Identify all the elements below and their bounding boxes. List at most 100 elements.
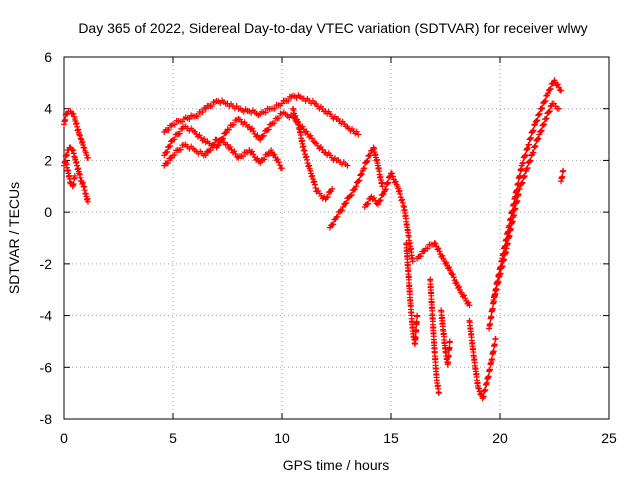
data-point [546, 108, 553, 115]
data-point [222, 130, 229, 137]
data-point [261, 156, 268, 163]
data-point [560, 167, 567, 174]
y-tick-label: -4 [40, 308, 53, 324]
data-point [535, 135, 542, 142]
data-point [524, 146, 531, 153]
data-point [308, 135, 315, 142]
data-point [522, 151, 529, 158]
data-point [368, 193, 375, 200]
data-point [555, 84, 562, 91]
data-point [530, 127, 537, 134]
chart-title: Day 365 of 2022, Sidereal Day-to-day VTE… [78, 20, 587, 36]
data-point [461, 292, 468, 299]
x-tick-label: 25 [601, 430, 617, 446]
data-point [555, 105, 562, 112]
data-point [450, 274, 457, 281]
data-point [524, 164, 531, 171]
data-point [355, 131, 362, 138]
data-point [352, 186, 359, 193]
y-tick-label: -6 [40, 359, 53, 375]
data-point [485, 373, 492, 380]
data-point [312, 184, 319, 191]
data-point [516, 185, 523, 192]
data-point [435, 245, 442, 252]
data-point [547, 85, 554, 92]
data-point [530, 149, 537, 156]
data-point [520, 159, 527, 166]
data-point [486, 366, 493, 373]
data-point [202, 152, 209, 159]
data-point [549, 80, 556, 87]
data-point [538, 127, 545, 134]
data-point [413, 318, 420, 325]
x-tick-label: 0 [60, 430, 68, 446]
x-tick-label: 20 [492, 430, 508, 446]
data-point [340, 203, 347, 210]
data-point [250, 128, 257, 135]
data-point [207, 147, 214, 154]
data-point [559, 173, 566, 180]
data-point [487, 320, 494, 327]
data-point [285, 97, 292, 104]
x-axis-title: GPS time / hours [283, 457, 390, 473]
plot-frame [63, 56, 610, 420]
data-point [290, 107, 297, 114]
data-point [71, 172, 78, 179]
data-point [257, 136, 264, 143]
data-point [531, 143, 538, 150]
data-point [70, 180, 77, 187]
data-point [279, 165, 285, 172]
data-point [532, 142, 539, 149]
data-point [344, 162, 351, 169]
data-point [542, 116, 549, 123]
data-point [527, 157, 534, 164]
data-point [62, 116, 69, 123]
data-point [271, 151, 278, 158]
data-point [311, 181, 318, 188]
data-point [529, 128, 536, 135]
data-point [201, 136, 208, 143]
data-point [542, 97, 549, 104]
data-point [512, 205, 519, 212]
data-point [360, 165, 367, 172]
data-point [260, 132, 267, 139]
data-point [413, 326, 420, 333]
data-point [311, 178, 318, 185]
data-point [251, 130, 258, 137]
data-point [396, 187, 403, 194]
data-point [385, 179, 392, 186]
data-point [164, 148, 171, 155]
y-tick-label: -2 [40, 256, 53, 272]
data-point [465, 299, 472, 306]
data-points [61, 77, 567, 402]
y-tick-label: 2 [44, 152, 52, 168]
data-point [171, 121, 178, 128]
data-point [353, 183, 360, 190]
data-point [358, 171, 365, 178]
data-point [417, 253, 424, 260]
data-point [492, 335, 499, 342]
data-point [546, 86, 553, 93]
data-point [225, 145, 232, 152]
data-point [388, 170, 395, 177]
data-point [307, 167, 314, 174]
data-point [289, 105, 296, 112]
data-point [303, 153, 310, 160]
data-point [534, 117, 541, 124]
data-point [274, 156, 281, 163]
data-point [70, 110, 77, 117]
data-point [399, 199, 406, 206]
grid-layer [64, 57, 609, 419]
data-point [382, 186, 389, 193]
data-point [76, 131, 83, 138]
data-point [257, 160, 264, 167]
data-point [301, 147, 308, 154]
data-point [514, 197, 521, 204]
data-point [533, 117, 540, 124]
data-point [524, 145, 531, 152]
data-point [521, 172, 528, 179]
data-point [447, 267, 454, 274]
data-point [489, 305, 496, 312]
